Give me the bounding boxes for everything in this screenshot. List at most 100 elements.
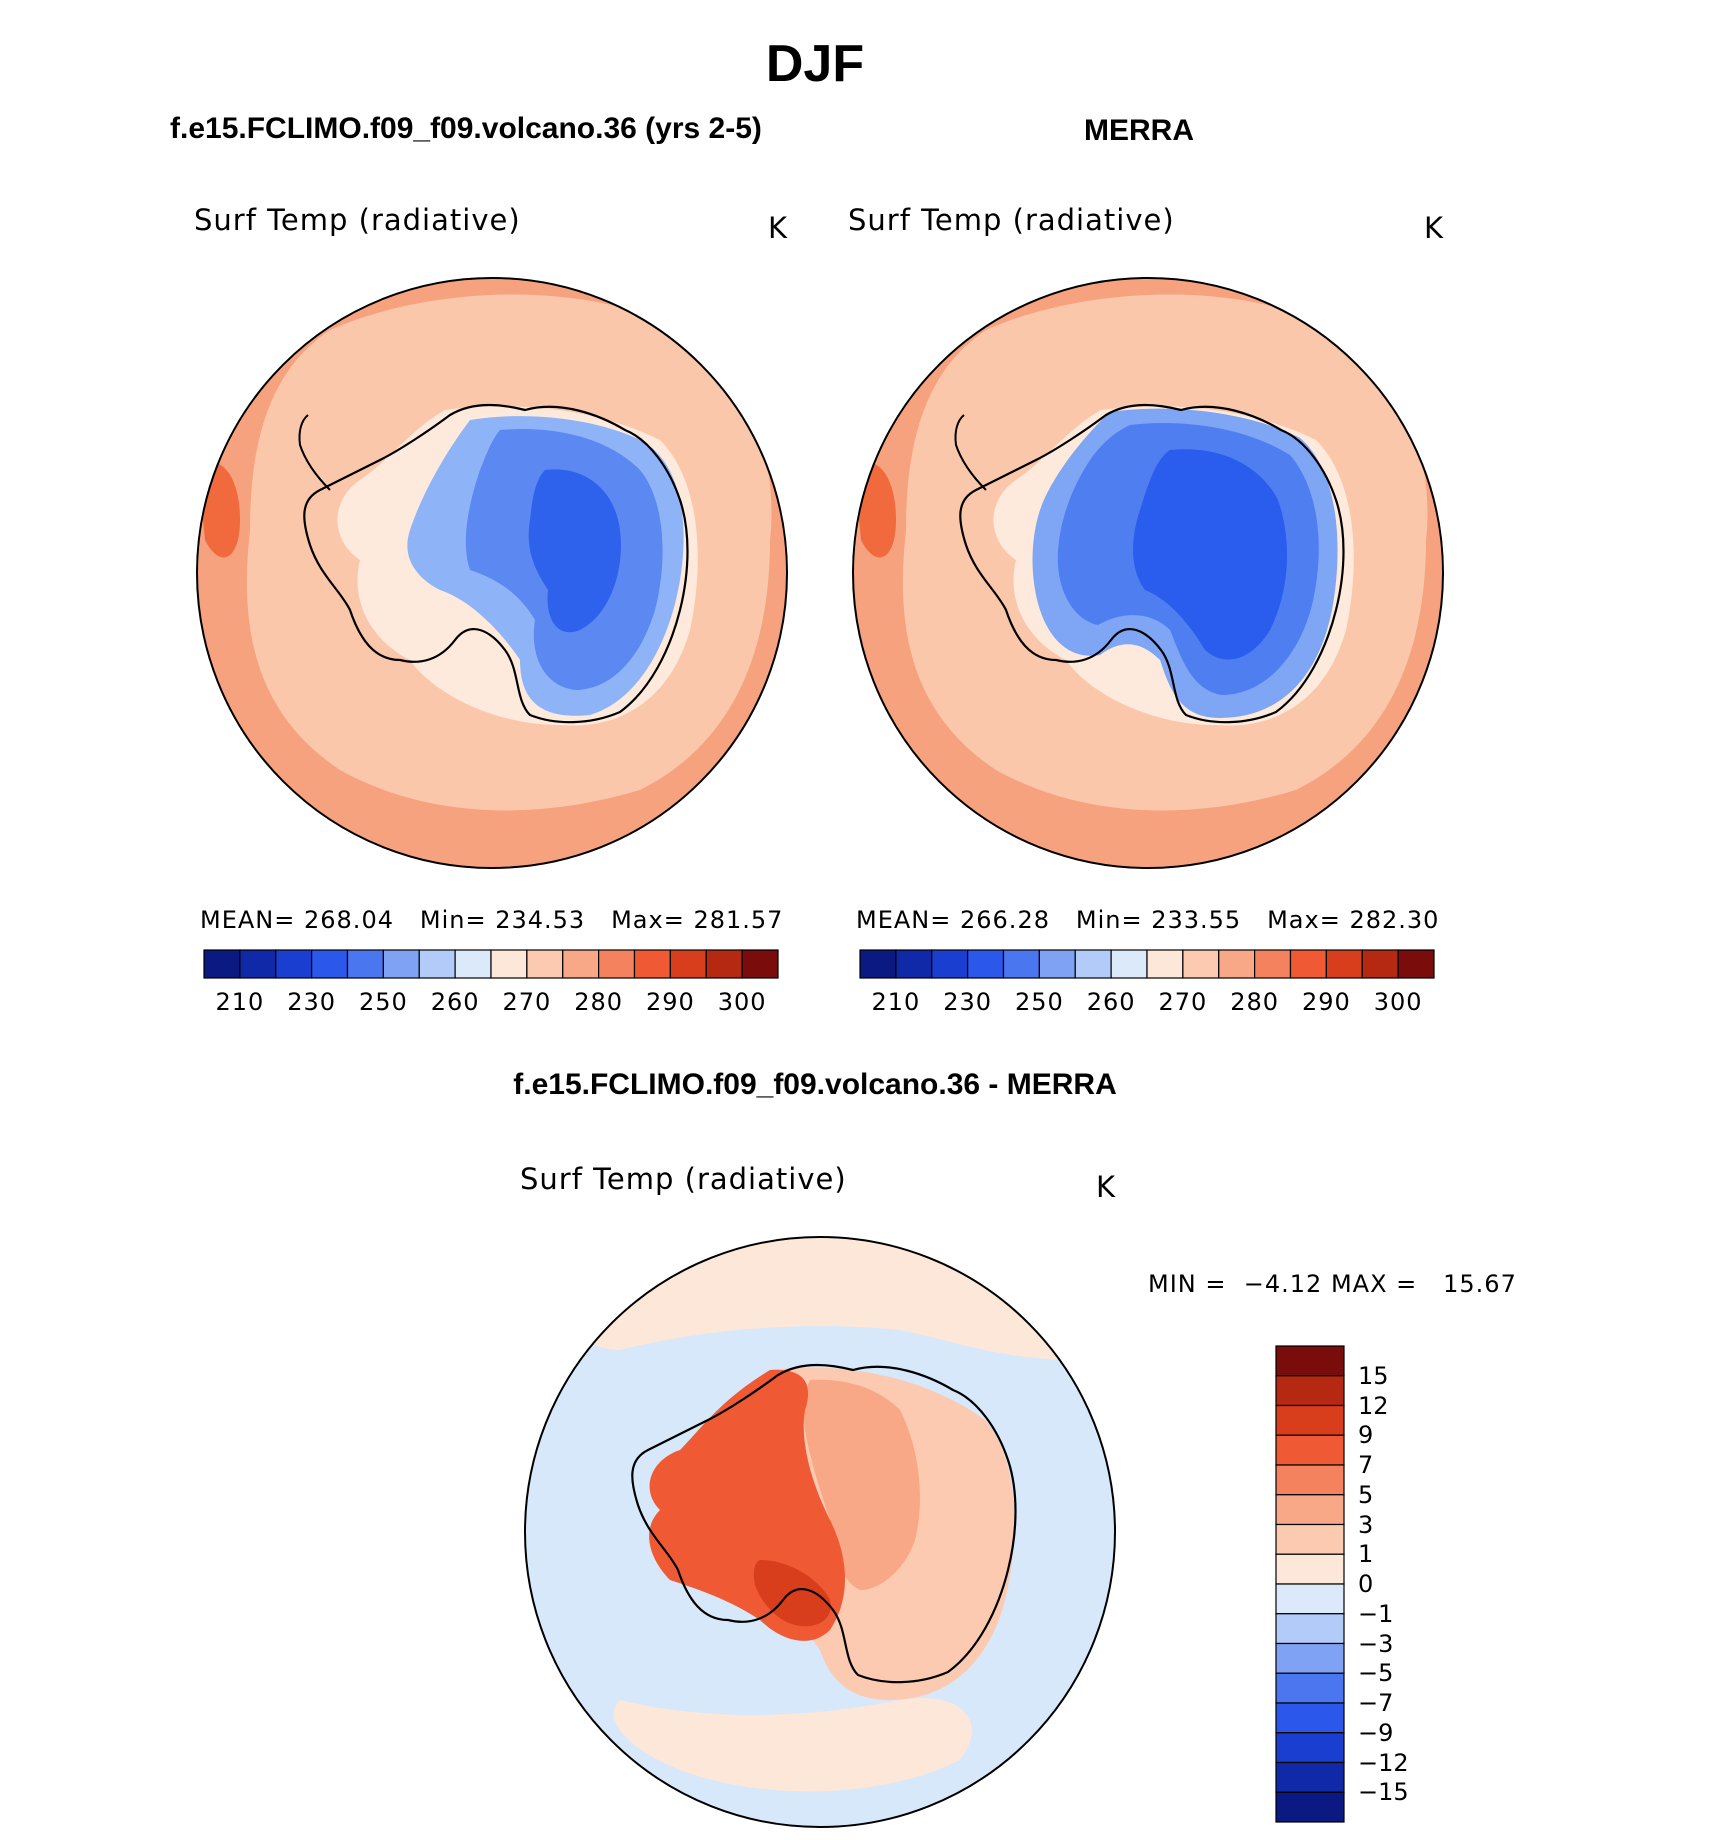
- diff-polar-map: [525, 1237, 1115, 1827]
- diff-variable-label: Surf Temp (radiative): [520, 1162, 847, 1196]
- diff-colorbar-swatch: [1275, 1791, 1345, 1823]
- diff-min-value: −4.12: [1243, 1270, 1323, 1298]
- left-colorbar-tick-label: 230: [287, 988, 337, 1016]
- diff-panel-title: f.e15.FCLIMO.f09_f09.volcano.36 - MERRA: [513, 1068, 1117, 1101]
- right-units-label: K: [1424, 211, 1445, 245]
- right-colorbar-swatch: [895, 949, 933, 979]
- left-colorbar-swatch: [454, 949, 492, 979]
- left-colorbar-swatch: [382, 949, 420, 979]
- figure-title: DJF: [765, 35, 865, 93]
- diff-coastline: [631, 1363, 1017, 1684]
- diff-colorbar-tick-label: −9: [1358, 1718, 1394, 1747]
- right-colorbar-tick-label: 270: [1158, 988, 1208, 1016]
- left-stats: MEAN= 268.04 Min= 234.53 Max= 281.57: [200, 906, 783, 934]
- diff-colorbar-swatch: [1275, 1732, 1345, 1764]
- diff-colorbar-swatch: [1275, 1583, 1345, 1615]
- right-polar-map: [853, 278, 1443, 868]
- left-colorbar-swatch: [239, 949, 277, 979]
- diff-colorbar-tick-label: 7: [1358, 1451, 1374, 1479]
- left-max-value: 281.57: [693, 906, 784, 934]
- right-colorbar-swatch: [1146, 949, 1184, 979]
- left-polar-map: [197, 278, 787, 868]
- diff-colorbar-swatch: [1275, 1464, 1345, 1496]
- diff-stats: MIN = −4.12 MAX = 15.67: [1148, 1270, 1517, 1298]
- right-colorbar-tick-label: 260: [1086, 988, 1136, 1016]
- left-colorbar-swatch: [705, 949, 743, 979]
- right-stats: MEAN= 266.28 Min= 233.55 Max= 282.30: [856, 906, 1439, 934]
- diff-colorbar-tick-label: 9: [1358, 1421, 1374, 1450]
- left-mean-label: MEAN=: [200, 906, 296, 934]
- diff-colorbar-tick-label: −7: [1358, 1689, 1394, 1717]
- left-colorbar-tick-label: 280: [574, 988, 624, 1016]
- right-min-label: Min=: [1075, 906, 1143, 934]
- diff-colorbar-swatch: [1275, 1494, 1345, 1526]
- right-colorbar: [859, 949, 1435, 979]
- right-colorbar-swatch: [1110, 949, 1148, 979]
- left-min-label: Min=: [419, 906, 487, 934]
- diff-colorbar-swatch: [1275, 1642, 1345, 1674]
- diff-ocean-warm-south: [613, 1698, 972, 1792]
- diff-colorbar-tick-label: −5: [1358, 1659, 1394, 1688]
- diff-colorbar-swatch: [1275, 1553, 1345, 1585]
- right-mean-value: 266.28: [960, 906, 1050, 934]
- right-colorbar-swatch: [1289, 949, 1327, 979]
- diff-colorbar-tick-label: 5: [1358, 1480, 1374, 1509]
- left-panel-title: f.e15.FCLIMO.f09_f09.volcano.36 (yrs 2-5…: [170, 112, 762, 145]
- left-colorbar-tick-label: 300: [717, 988, 767, 1016]
- left-colorbar-swatch: [275, 949, 313, 979]
- diff-colorbar: [1275, 1345, 1345, 1823]
- right-colorbar-swatch: [1038, 949, 1076, 979]
- right-colorbar-swatch: [1254, 949, 1292, 979]
- left-colorbar-swatch: [346, 949, 384, 979]
- left-peninsula: [298, 414, 331, 491]
- diff-colorbar-tick-label: −1: [1358, 1599, 1394, 1628]
- right-colorbar-tick-label: 300: [1373, 988, 1423, 1016]
- right-colorbar-tick-label: 290: [1301, 988, 1351, 1016]
- diff-colorbar-tick-label: 1: [1358, 1540, 1374, 1569]
- right-max-value: 282.30: [1349, 906, 1440, 934]
- left-colorbar-swatch: [598, 949, 636, 979]
- right-colorbar-swatch: [1218, 949, 1256, 979]
- left-max-label: Max=: [611, 906, 685, 934]
- left-colorbar-swatch: [526, 949, 564, 979]
- left-colorbar-swatch: [490, 949, 528, 979]
- diff-max-value: 15.67: [1443, 1270, 1517, 1298]
- left-colorbar-swatch: [741, 949, 779, 979]
- diff-colorbar-tick-label: −3: [1358, 1629, 1394, 1658]
- diff-colorbar-tick-label: 3: [1358, 1510, 1374, 1539]
- diff-colorbar-swatch: [1275, 1672, 1345, 1704]
- right-colorbar-swatch: [1361, 949, 1399, 979]
- left-colorbar-tick-label: 210: [215, 988, 265, 1016]
- diff-colorbar-swatch: [1275, 1404, 1345, 1436]
- left-mean-value: 268.04: [304, 906, 394, 934]
- left-colorbar-swatch: [311, 949, 349, 979]
- diff-colorbar-swatch: [1275, 1761, 1345, 1793]
- left-ice-core: [528, 469, 621, 633]
- diff-max-label: MAX =: [1330, 1270, 1418, 1298]
- right-panel-title: MERRA: [1084, 114, 1194, 147]
- diff-min-label: MIN =: [1148, 1270, 1227, 1298]
- right-colorbar-swatch: [1074, 949, 1112, 979]
- right-colorbar-swatch: [1002, 949, 1040, 979]
- right-colorbar-tick-label: 280: [1230, 988, 1280, 1016]
- diff-units-label: K: [1096, 1170, 1117, 1204]
- left-colorbar-tick-label: 250: [358, 988, 408, 1016]
- diff-colorbar-tick-label: −12: [1358, 1748, 1409, 1777]
- left-map-border: [196, 277, 788, 869]
- left-colorbar-swatch: [669, 949, 707, 979]
- right-colorbar-swatch: [967, 949, 1005, 979]
- left-colorbar-swatch: [203, 949, 241, 979]
- diff-colorbar-tick-label: 0: [1358, 1570, 1374, 1598]
- left-min-value: 234.53: [495, 906, 586, 934]
- diff-colorbar-swatch: [1275, 1613, 1345, 1645]
- right-colorbar-swatch: [1397, 949, 1435, 979]
- diff-colorbar-tick-label: −15: [1358, 1778, 1409, 1807]
- left-units-label: K: [768, 211, 789, 245]
- left-colorbar-swatch: [562, 949, 600, 979]
- left-colorbar-tick-label: 260: [430, 988, 480, 1016]
- right-colorbar-swatch: [1325, 949, 1363, 979]
- left-colorbar: [203, 949, 779, 979]
- diff-map-border: [524, 1236, 1116, 1828]
- right-colorbar-swatch: [931, 949, 969, 979]
